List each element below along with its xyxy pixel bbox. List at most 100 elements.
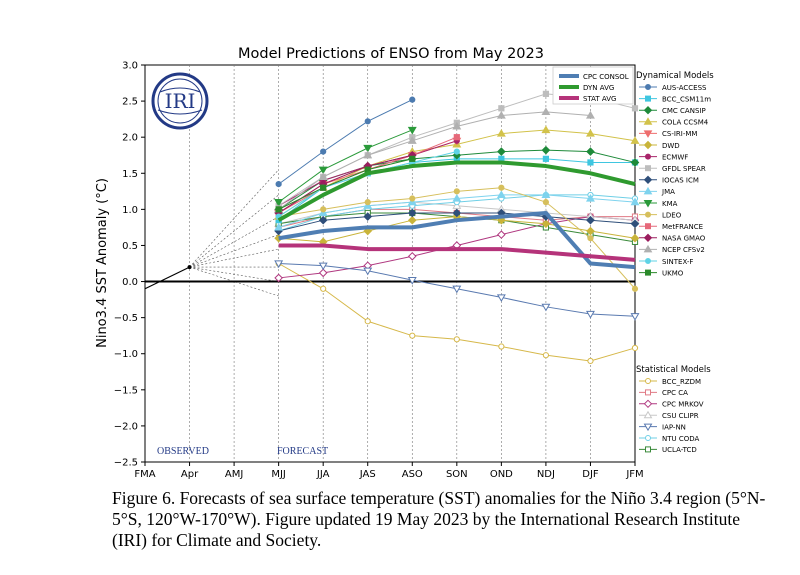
data-point [631, 344, 639, 352]
data-point [275, 181, 282, 188]
data-point [645, 223, 651, 230]
data-point [318, 208, 328, 217]
data-point [541, 145, 551, 155]
data-point [363, 150, 373, 159]
legend-label: KMA [662, 200, 678, 208]
data-point [630, 219, 640, 229]
x-tick-label: JAS [359, 469, 376, 480]
forecast-guides [189, 65, 591, 462]
data-point [407, 136, 417, 144]
data-point [541, 107, 551, 116]
legend-label: GFDL SPEAR [662, 165, 706, 173]
y-tick-label: −0.5 [114, 313, 138, 324]
x-tick-label: MJJ [271, 469, 286, 480]
legend-label: BCC_RZDM [662, 378, 701, 386]
figure-caption: Figure 6. Forecasts of sea surface tempe… [112, 488, 766, 550]
data-point [587, 159, 594, 166]
data-point [497, 147, 506, 156]
data-point [274, 260, 284, 269]
dyn-series-ncep-cfsv2 [274, 107, 595, 213]
chart-title: Model Predictions of ENSO from May 2023 [238, 46, 544, 62]
iri-logo: IRI [151, 72, 209, 130]
data-point [587, 235, 594, 242]
statistical-legend-heading: Statistical Models [636, 365, 711, 375]
dyn-series-jma [274, 190, 640, 231]
data-point [363, 226, 373, 236]
series-line [278, 111, 591, 210]
y-tick-label: 0.5 [122, 241, 138, 252]
data-point [643, 200, 653, 208]
data-point [274, 222, 284, 231]
data-point [585, 193, 595, 202]
data-point [407, 277, 417, 285]
data-point [364, 118, 371, 125]
data-point [452, 208, 462, 218]
data-point [542, 352, 550, 359]
data-point [363, 201, 373, 209]
y-tick-label: −2.5 [114, 458, 138, 469]
data-point [497, 230, 506, 239]
data-point [407, 251, 417, 261]
data-point [363, 144, 373, 153]
data-point [320, 206, 327, 213]
data-point [320, 285, 327, 292]
data-point [318, 166, 328, 175]
data-point [586, 215, 595, 225]
y-tick-label: 0.0 [122, 277, 138, 288]
data-point [542, 155, 550, 162]
data-point [452, 201, 462, 209]
data-point [363, 212, 373, 221]
data-point [496, 110, 506, 119]
models-legend: Dynamical Models Statistical Models AUS-… [636, 71, 714, 454]
x-tick-label: FMA [134, 469, 155, 480]
data-point [645, 389, 651, 396]
model-series [274, 90, 640, 365]
data-point [585, 310, 595, 319]
data-point [645, 153, 651, 160]
x-tick-label: Apr [181, 469, 199, 480]
data-point [541, 219, 551, 229]
data-point [630, 313, 640, 321]
data-point [643, 186, 653, 195]
guide-line [189, 216, 279, 268]
data-point [498, 105, 505, 112]
data-point [498, 184, 505, 191]
x-tick-label: AMJ [225, 469, 243, 480]
data-point [645, 211, 651, 218]
data-point [409, 155, 416, 162]
legend-label: IOCAS ICM [662, 177, 699, 185]
avg-line-stat-avg [278, 243, 636, 262]
data-point [643, 130, 653, 138]
legend-label: CMC CANSIP [662, 107, 706, 115]
data-point [407, 126, 417, 135]
x-tick-label: JFM [625, 469, 643, 480]
guide-line [189, 194, 279, 268]
data-point [643, 423, 653, 432]
data-point [453, 188, 460, 195]
data-point [645, 258, 651, 264]
data-point [496, 128, 506, 137]
y-tick-label: 3.0 [122, 61, 138, 72]
legend-label: BCC_CSM11m [662, 95, 711, 103]
data-point [498, 343, 505, 350]
dynamical-legend-heading: Dynamical Models [636, 71, 714, 81]
avg-line-cpc-consol [278, 210, 636, 270]
data-point [274, 273, 283, 283]
data-point [585, 110, 595, 119]
data-point [496, 294, 506, 303]
data-point [496, 190, 506, 199]
enso-chart: Model Predictions of ENSO from May 2023 … [95, 46, 714, 480]
data-point [645, 446, 651, 453]
data-point [453, 134, 460, 141]
data-point [542, 199, 550, 206]
data-point [645, 435, 651, 441]
legend-label: UKMO [662, 269, 684, 277]
data-point [318, 215, 328, 225]
x-tick-label: NDJ [537, 469, 555, 480]
legend-label: LDEO [662, 211, 682, 219]
data-point [643, 233, 653, 243]
x-tick-label: OND [490, 469, 513, 480]
dyn-series-ukmo [275, 155, 416, 213]
data-point [364, 318, 371, 325]
data-point [643, 117, 653, 125]
